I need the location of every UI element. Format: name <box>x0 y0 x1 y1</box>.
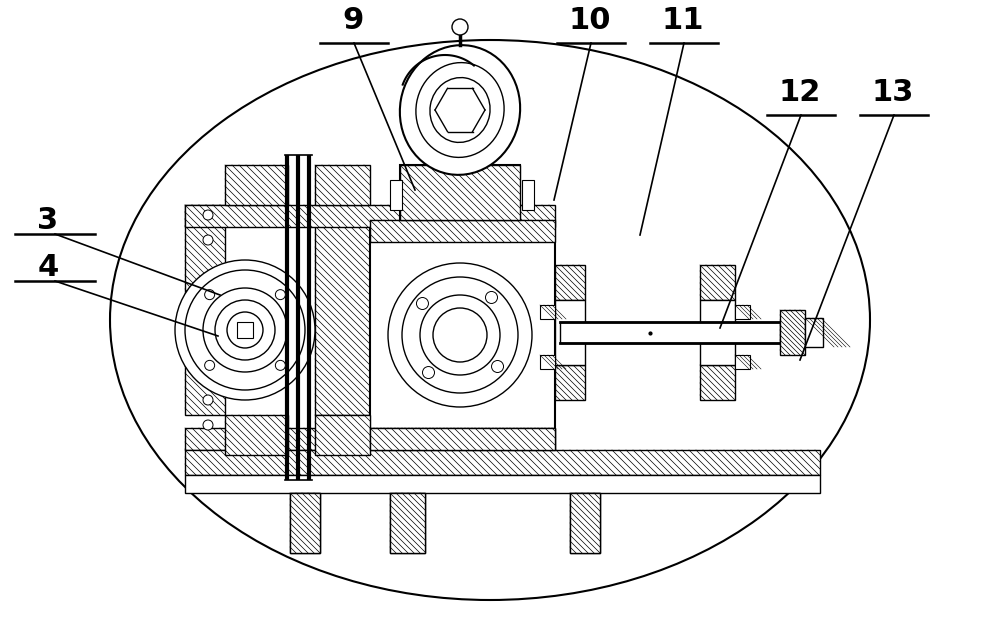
Bar <box>522 180 534 210</box>
Text: 4: 4 <box>37 253 59 282</box>
Bar <box>805 318 823 347</box>
Bar <box>555 365 585 400</box>
Text: 3: 3 <box>37 206 59 235</box>
Bar <box>315 205 370 415</box>
Bar <box>370 220 555 242</box>
Text: 10: 10 <box>569 6 611 35</box>
Bar <box>780 310 805 355</box>
Text: 9: 9 <box>342 6 364 35</box>
Bar <box>315 165 370 205</box>
Circle shape <box>433 308 487 362</box>
Circle shape <box>227 312 263 348</box>
Circle shape <box>203 235 213 245</box>
Bar <box>555 300 585 365</box>
Bar <box>225 415 288 455</box>
Bar <box>400 165 520 220</box>
Bar <box>290 493 320 553</box>
Circle shape <box>275 290 285 300</box>
Circle shape <box>388 263 532 407</box>
Bar <box>570 493 600 553</box>
Bar <box>390 180 402 210</box>
Bar <box>315 415 370 455</box>
Circle shape <box>485 292 497 304</box>
Bar <box>185 450 820 475</box>
Text: 13: 13 <box>872 78 914 107</box>
Circle shape <box>203 210 213 220</box>
Bar <box>225 165 288 205</box>
Ellipse shape <box>430 78 490 142</box>
Circle shape <box>423 366 435 379</box>
Bar <box>185 475 820 493</box>
Circle shape <box>203 395 213 405</box>
Bar <box>735 355 750 369</box>
Circle shape <box>203 420 213 430</box>
Circle shape <box>205 290 215 300</box>
Bar <box>555 265 585 300</box>
Bar <box>735 305 750 319</box>
Text: 11: 11 <box>662 6 704 35</box>
Circle shape <box>215 300 275 360</box>
Bar <box>370 220 555 450</box>
Bar <box>570 493 600 553</box>
Circle shape <box>452 19 468 35</box>
Circle shape <box>203 288 287 372</box>
Bar <box>390 493 425 553</box>
Bar <box>185 428 555 450</box>
Bar <box>700 265 735 300</box>
Bar <box>700 300 735 365</box>
Bar <box>237 322 253 338</box>
Ellipse shape <box>400 45 520 175</box>
Bar <box>400 165 520 220</box>
Text: 12: 12 <box>779 78 821 107</box>
Bar <box>700 365 735 400</box>
Bar <box>560 322 780 343</box>
Circle shape <box>402 277 518 393</box>
Bar <box>540 355 555 369</box>
Circle shape <box>420 295 500 375</box>
Ellipse shape <box>416 63 504 157</box>
Bar <box>540 305 555 319</box>
Bar <box>185 205 555 227</box>
Circle shape <box>185 270 305 390</box>
Bar <box>290 493 320 553</box>
Circle shape <box>205 360 215 370</box>
Bar <box>370 428 555 450</box>
Circle shape <box>416 297 428 310</box>
Bar <box>185 205 225 415</box>
Circle shape <box>175 260 315 400</box>
Circle shape <box>275 360 285 370</box>
Ellipse shape <box>110 40 870 600</box>
Circle shape <box>492 361 504 373</box>
Bar <box>390 493 425 553</box>
